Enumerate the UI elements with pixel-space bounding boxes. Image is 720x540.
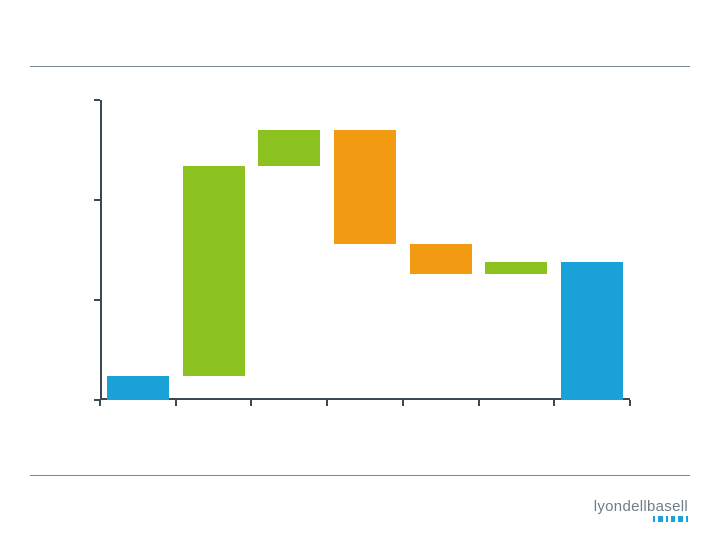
bar [107, 376, 169, 400]
top-rule [30, 66, 690, 67]
bar [561, 262, 623, 400]
y-tick [94, 99, 100, 101]
logo-mark [666, 516, 668, 522]
slide: lyondellbasell [0, 0, 720, 540]
bar [258, 130, 320, 166]
logo-mark [686, 516, 688, 522]
logo-mark [671, 516, 675, 522]
y-tick [94, 199, 100, 201]
x-tick [478, 400, 480, 406]
logo-marks [594, 516, 688, 522]
bar [183, 166, 245, 376]
bar [410, 244, 472, 274]
logo-text: lyondellbasell [594, 498, 688, 515]
y-axis [100, 100, 102, 400]
x-tick [326, 400, 328, 406]
x-axis [100, 398, 630, 400]
logo-mark [658, 516, 663, 522]
x-tick [175, 400, 177, 406]
x-tick [629, 400, 631, 406]
x-tick [99, 400, 101, 406]
y-tick [94, 299, 100, 301]
x-tick [553, 400, 555, 406]
bar [485, 262, 547, 274]
x-tick [250, 400, 252, 406]
x-tick [402, 400, 404, 406]
bottom-rule [30, 475, 690, 476]
logo: lyondellbasell [594, 498, 688, 522]
waterfall-chart [100, 100, 630, 400]
logo-mark [653, 516, 655, 522]
logo-mark [678, 516, 683, 522]
bar [334, 130, 396, 244]
